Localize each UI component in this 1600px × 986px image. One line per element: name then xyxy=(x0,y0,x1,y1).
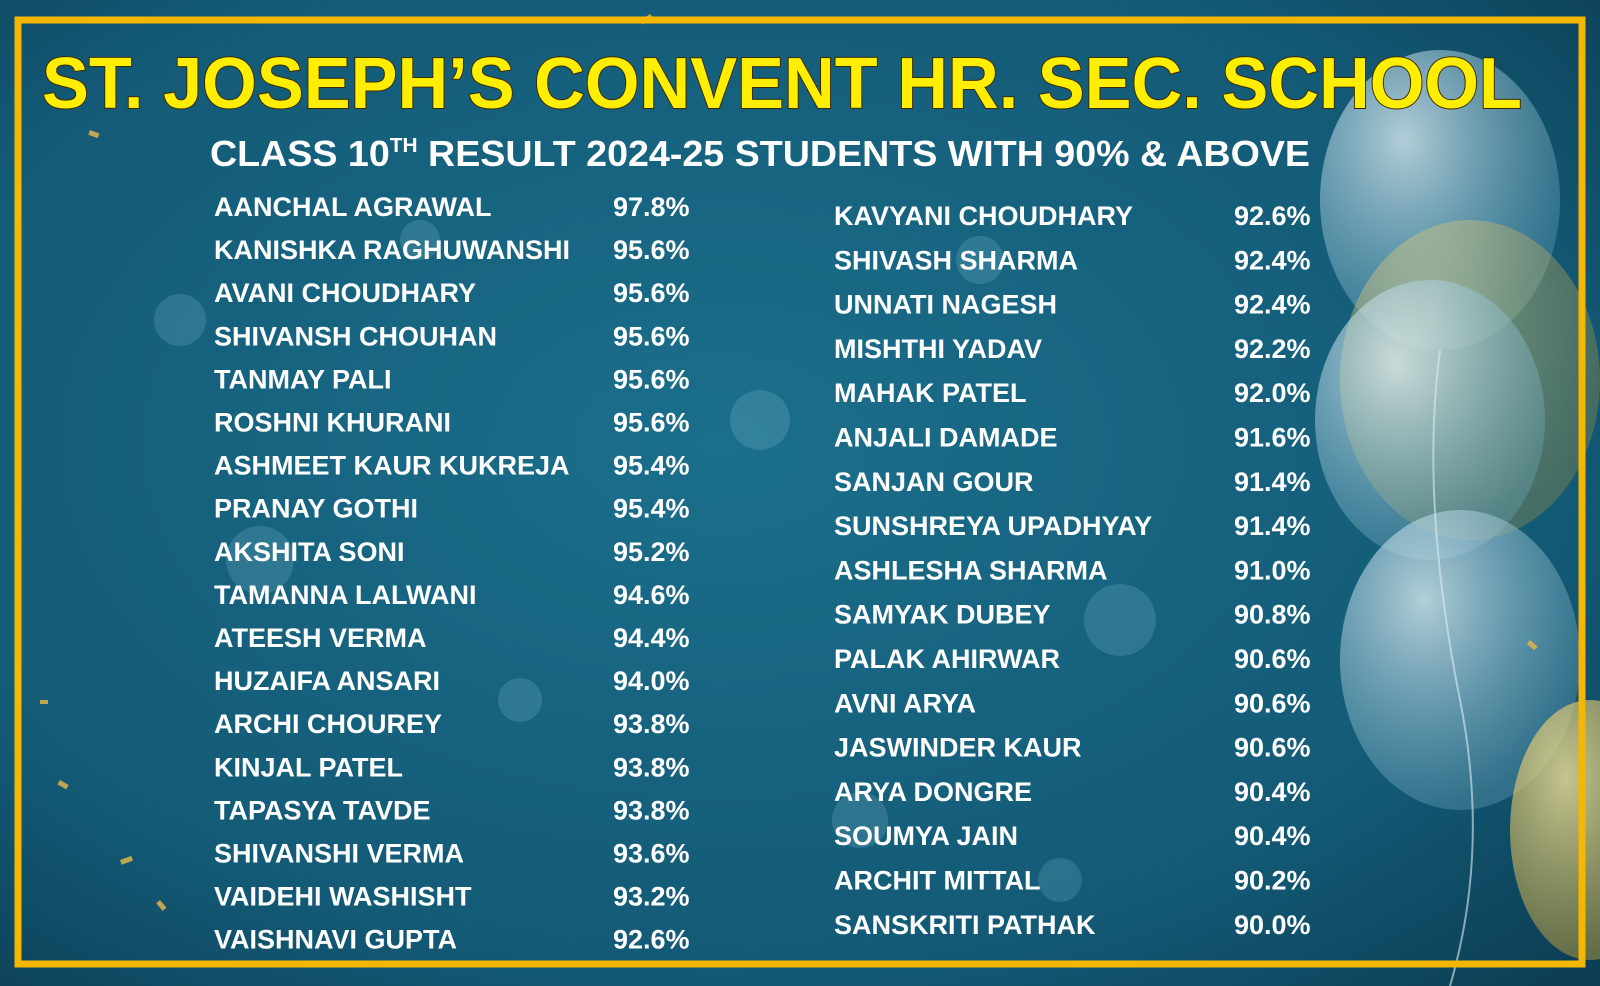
student-name: KINJAL PATEL xyxy=(214,752,403,782)
student-name: SHIVANSHI VERMA xyxy=(214,839,464,869)
results: AANCHAL AGRAWAL 97.8% KANISHKA RAGHUWANSHI… xyxy=(214,192,1311,955)
student-name: SHIVASH SHARMA xyxy=(834,245,1078,275)
student-name: SUNSHREYA UPADHYAY xyxy=(834,511,1152,541)
student-name: PALAK AHIRWAR xyxy=(834,644,1060,674)
student-score: 90.8% xyxy=(1234,600,1311,630)
student-score: 92.0% xyxy=(1234,378,1311,408)
student-name: JASWINDER KAUR xyxy=(834,733,1082,763)
student-name: KANISHKA RAGHUWANSHI xyxy=(214,235,570,265)
border xyxy=(14,16,1586,968)
student-name: PRANAY GOTHI xyxy=(214,494,418,524)
bokeh xyxy=(154,220,1156,902)
student-name: MISHTHI YADAV xyxy=(834,334,1042,364)
student-name: VAIDEHI WASHISHT xyxy=(214,882,472,912)
student-name: ATEESH VERMA xyxy=(214,623,427,653)
student-score: 90.0% xyxy=(1234,910,1311,940)
student-score: 93.6% xyxy=(613,839,690,869)
student-score: 90.2% xyxy=(1234,866,1311,896)
student-name: UNNATI NAGESH xyxy=(834,290,1057,320)
student-name: ANJALI DAMADE xyxy=(834,423,1058,453)
student-score: 93.8% xyxy=(613,752,690,782)
student-score: 91.0% xyxy=(1234,555,1311,585)
balloons xyxy=(1315,50,1600,986)
student-name: ARYA DONGRE xyxy=(834,777,1032,807)
student-score: 95.4% xyxy=(613,451,690,481)
student-name: SHIVANSH CHOUHAN xyxy=(214,321,497,351)
student-score: 90.6% xyxy=(1234,733,1311,763)
student-score: 92.4% xyxy=(1234,290,1311,320)
student-score: 92.6% xyxy=(1234,201,1311,231)
student-score: 95.2% xyxy=(613,537,690,567)
student-score: 95.6% xyxy=(613,321,690,351)
subtitle-prefix: CLASS 10 xyxy=(210,133,390,174)
student-score: 90.4% xyxy=(1234,821,1311,851)
student-score: 94.0% xyxy=(613,666,690,696)
student-name: TAPASYA TAVDE xyxy=(214,795,431,825)
student-score: 92.2% xyxy=(1234,334,1311,364)
student-name: ARCHI CHOUREY xyxy=(214,709,442,739)
student-name: AKSHITA SONI xyxy=(214,537,405,567)
student-score: 95.6% xyxy=(613,235,690,265)
student-score: 94.4% xyxy=(613,623,690,653)
student-name: SANSKRITI PATHAK xyxy=(834,910,1096,940)
student-score: 95.6% xyxy=(613,408,690,438)
student-score: 95.6% xyxy=(613,364,690,394)
subtitle-rest: RESULT 2024-25 STUDENTS WITH 90% & ABOVE xyxy=(428,133,1310,174)
student-score: 93.8% xyxy=(613,709,690,739)
student-score: 90.6% xyxy=(1234,644,1311,674)
student-score: 97.8% xyxy=(613,192,690,222)
subtitle-superscript: TH xyxy=(390,135,418,157)
student-score: 91.6% xyxy=(1234,423,1311,453)
student-score: 92.4% xyxy=(1234,245,1311,275)
student-score: 90.6% xyxy=(1234,688,1311,718)
student-name: SAMYAK DUBEY xyxy=(834,600,1051,630)
student-name: AVNI ARYA xyxy=(834,688,976,718)
student-name: KAVYANI CHOUDHARY xyxy=(834,201,1133,231)
student-score: 91.4% xyxy=(1234,511,1311,541)
school-title: ST. JOSEPH’S CONVENT HR. SEC. SCHOOL xyxy=(42,44,1522,124)
subtitle: CLASS 10 TH RESULT 2024-25 STUDENTS WITH 9… xyxy=(210,133,1310,174)
student-name: ASHMEET KAUR KUKREJA xyxy=(214,451,570,481)
student-name: AVANI CHOUDHARY xyxy=(214,278,476,308)
student-name: SANJAN GOUR xyxy=(834,467,1034,497)
student-name: VAISHNAVI GUPTA xyxy=(214,925,457,955)
student-score: 95.4% xyxy=(613,494,690,524)
student-score: 92.6% xyxy=(613,925,690,955)
student-name: MAHAK PATEL xyxy=(834,378,1026,408)
student-score: 95.6% xyxy=(613,278,690,308)
student-score: 93.2% xyxy=(613,882,690,912)
student-name: ARCHIT MITTAL xyxy=(834,866,1040,896)
student-score: 90.4% xyxy=(1234,777,1311,807)
student-name: AANCHAL AGRAWAL xyxy=(214,192,492,222)
student-name: TANMAY PALI xyxy=(214,364,392,394)
student-score: 91.4% xyxy=(1234,467,1311,497)
student-score: 94.6% xyxy=(613,580,690,610)
student-name: SOUMYA JAIN xyxy=(834,821,1018,851)
student-name: HUZAIFA ANSARI xyxy=(214,666,440,696)
student-name: TAMANNA LALWANI xyxy=(214,580,476,610)
student-name: ASHLESHA SHARMA xyxy=(834,555,1108,585)
student-name: ROSHNI KHURANI xyxy=(214,408,451,438)
student-score: 93.8% xyxy=(613,795,690,825)
